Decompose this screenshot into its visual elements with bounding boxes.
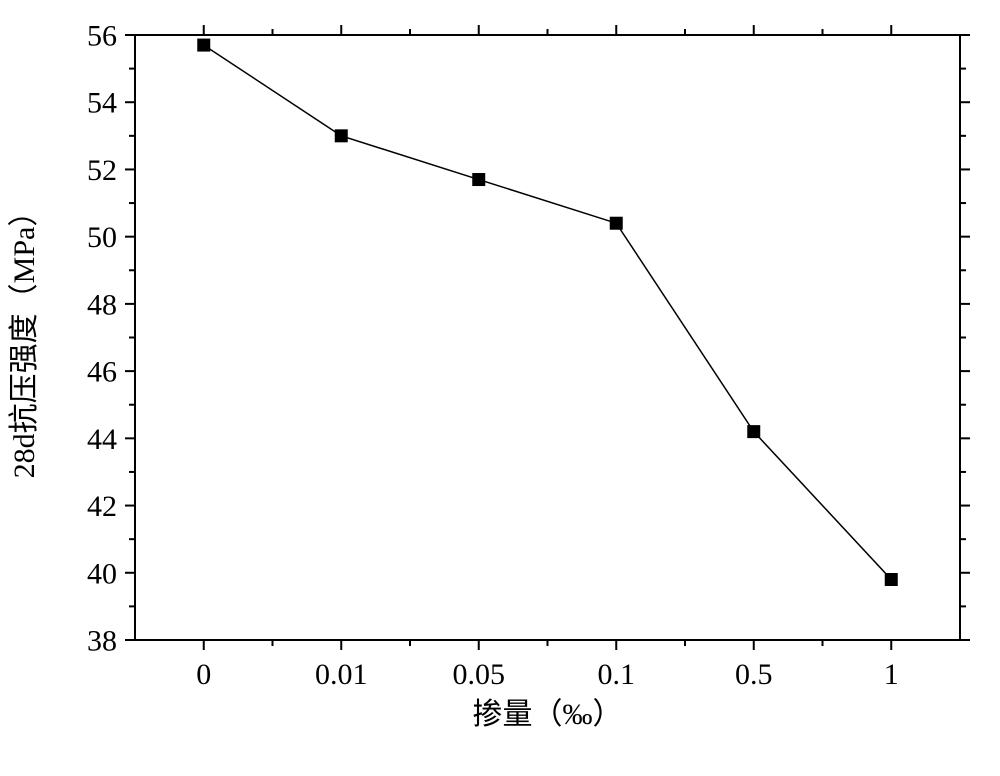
y-tick-label: 40 xyxy=(87,557,117,590)
x-tick-label: 0.01 xyxy=(315,658,368,691)
series-marker xyxy=(885,574,897,586)
x-tick-label: 0 xyxy=(196,658,211,691)
y-tick-label: 52 xyxy=(87,154,117,187)
x-tick-label: 0.05 xyxy=(453,658,506,691)
y-tick-label: 54 xyxy=(87,87,117,120)
y-tick-label: 56 xyxy=(87,20,117,53)
line-chart: 0 0.01 0.05 0.1 0.5 1 38 40 42 44 46 48 50 52 54 56 掺量（‰… xyxy=(0,0,1000,776)
series-marker xyxy=(198,39,210,51)
x-tick-label: 0.5 xyxy=(735,658,773,691)
x-tick-label: 0.1 xyxy=(598,658,636,691)
y-axis-title: 28d抗压强度（MPa） xyxy=(8,197,41,479)
series-line xyxy=(204,45,892,579)
x-tick-label: 1 xyxy=(884,658,899,691)
y-tick-label: 48 xyxy=(87,288,117,321)
y-tick-label: 44 xyxy=(87,423,117,456)
y-tick-label: 42 xyxy=(87,490,117,523)
y-tick-label: 46 xyxy=(87,356,117,389)
x-axis-title: 掺量（‰） xyxy=(473,698,623,731)
series-marker xyxy=(335,130,347,142)
y-tick-label: 38 xyxy=(87,625,117,658)
series-marker xyxy=(610,217,622,229)
series-marker xyxy=(473,174,485,186)
plot-frame xyxy=(135,35,960,640)
y-tick-label: 50 xyxy=(87,221,117,254)
series-marker xyxy=(748,426,760,438)
